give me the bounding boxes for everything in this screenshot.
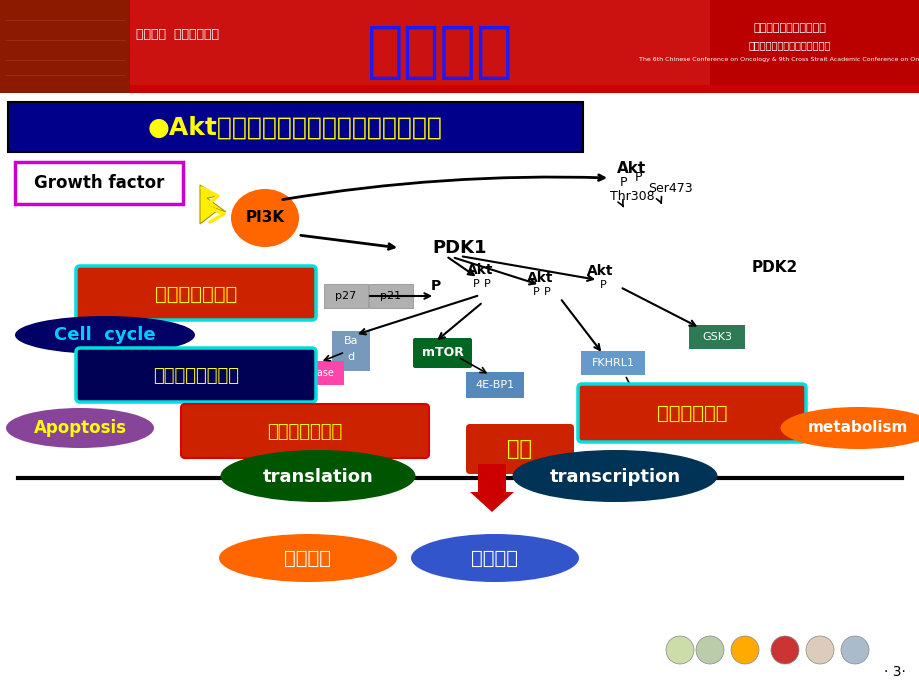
FancyArrow shape: [470, 464, 514, 512]
Polygon shape: [199, 185, 226, 224]
FancyBboxPatch shape: [181, 404, 428, 458]
Bar: [130, 0, 709, 93]
Text: XIAP: XIAP: [206, 384, 232, 394]
FancyBboxPatch shape: [577, 384, 805, 442]
Text: Akt: Akt: [586, 264, 613, 278]
Ellipse shape: [779, 407, 919, 449]
Text: Cell  cycle: Cell cycle: [54, 326, 155, 344]
Text: metabolism: metabolism: [807, 420, 907, 435]
Text: Akt: Akt: [466, 263, 493, 277]
Text: P: P: [619, 176, 627, 189]
Text: The 6th Chinese Conference on Oncology & 9th Cross Strait Academic Conference on: The 6th Chinese Conference on Oncology &…: [639, 57, 919, 63]
Text: P: P: [532, 287, 539, 297]
Text: Akt: Akt: [617, 161, 645, 176]
Text: 暑第九届海峡两岸肿瘾学术会议: 暑第九届海峡两岸肿瘾学术会议: [748, 40, 830, 50]
Text: Apoptosis: Apoptosis: [33, 419, 127, 437]
FancyBboxPatch shape: [466, 372, 524, 398]
Text: p21: p21: [380, 291, 401, 301]
Text: Thr308: Thr308: [609, 190, 654, 203]
FancyBboxPatch shape: [15, 162, 183, 204]
Text: 肿瘤生成: 肿瘤生成: [284, 549, 331, 567]
Ellipse shape: [731, 636, 758, 664]
Text: transcription: transcription: [549, 468, 680, 486]
Text: 转移、血管生成: 转移、血管生成: [267, 423, 342, 441]
Text: P: P: [634, 171, 641, 184]
Text: 研究背景: 研究背景: [367, 23, 513, 81]
FancyBboxPatch shape: [332, 331, 369, 371]
Ellipse shape: [231, 189, 299, 247]
Ellipse shape: [219, 534, 397, 582]
Text: translation: translation: [262, 468, 373, 486]
Text: PI3K: PI3K: [245, 210, 284, 226]
Text: p27: p27: [335, 291, 357, 301]
FancyBboxPatch shape: [192, 377, 245, 401]
Text: Akt: Akt: [527, 271, 552, 285]
Text: P: P: [483, 279, 490, 289]
Ellipse shape: [6, 408, 153, 448]
Text: Ser473: Ser473: [647, 182, 692, 195]
Text: PDK1: PDK1: [432, 239, 486, 257]
Ellipse shape: [805, 636, 834, 664]
Text: PDK2: PDK2: [751, 260, 798, 275]
Text: mTOR: mTOR: [422, 346, 463, 359]
Text: ●Akt：抗肿瘾药物开发的有效分子靶点: ●Akt：抗肿瘾药物开发的有效分子靶点: [147, 116, 442, 140]
Text: 4E-BP1: 4E-BP1: [475, 380, 514, 390]
Text: 凋亡、自噬性死亡: 凋亡、自噬性死亡: [153, 367, 239, 385]
FancyBboxPatch shape: [76, 348, 315, 402]
Ellipse shape: [696, 636, 723, 664]
Ellipse shape: [840, 636, 868, 664]
Ellipse shape: [221, 450, 415, 502]
Ellipse shape: [770, 636, 798, 664]
Text: 治疗抵抗: 治疗抵抗: [471, 549, 518, 567]
Bar: [0, 0, 130, 93]
FancyBboxPatch shape: [76, 266, 315, 320]
FancyBboxPatch shape: [688, 325, 744, 349]
Text: 细胞生长、增殖: 细胞生长、增殖: [154, 284, 237, 304]
Text: P: P: [430, 279, 440, 293]
FancyBboxPatch shape: [369, 284, 413, 308]
FancyBboxPatch shape: [8, 102, 583, 152]
Ellipse shape: [665, 636, 693, 664]
Text: 第六届中国肿瘾学术大会: 第六届中国肿瘾学术大会: [753, 23, 825, 33]
Text: caspase: caspase: [294, 368, 334, 378]
Ellipse shape: [411, 534, 578, 582]
Text: Ba: Ba: [344, 336, 357, 346]
Text: GSK3: GSK3: [701, 332, 732, 342]
Text: d: d: [347, 352, 354, 362]
FancyBboxPatch shape: [323, 284, 368, 308]
Ellipse shape: [15, 316, 195, 354]
Text: P: P: [599, 280, 606, 290]
Ellipse shape: [512, 450, 717, 502]
Text: P: P: [543, 287, 550, 297]
Text: P: P: [472, 279, 479, 289]
Text: 耐药: 耐药: [507, 439, 532, 459]
Text: 热量限制耐受: 热量限制耐受: [656, 404, 726, 422]
FancyBboxPatch shape: [413, 338, 471, 368]
FancyBboxPatch shape: [466, 424, 573, 474]
Text: FKHRL1: FKHRL1: [591, 358, 634, 368]
Text: Growth factor: Growth factor: [34, 174, 164, 192]
Text: · 3·: · 3·: [883, 665, 905, 679]
Bar: [0, 85, 919, 93]
Bar: [0, 0, 919, 93]
FancyBboxPatch shape: [581, 351, 644, 375]
Text: 科学抗癌  让生活更美好: 科学抗癌 让生活更美好: [136, 28, 220, 41]
FancyBboxPatch shape: [284, 361, 344, 385]
